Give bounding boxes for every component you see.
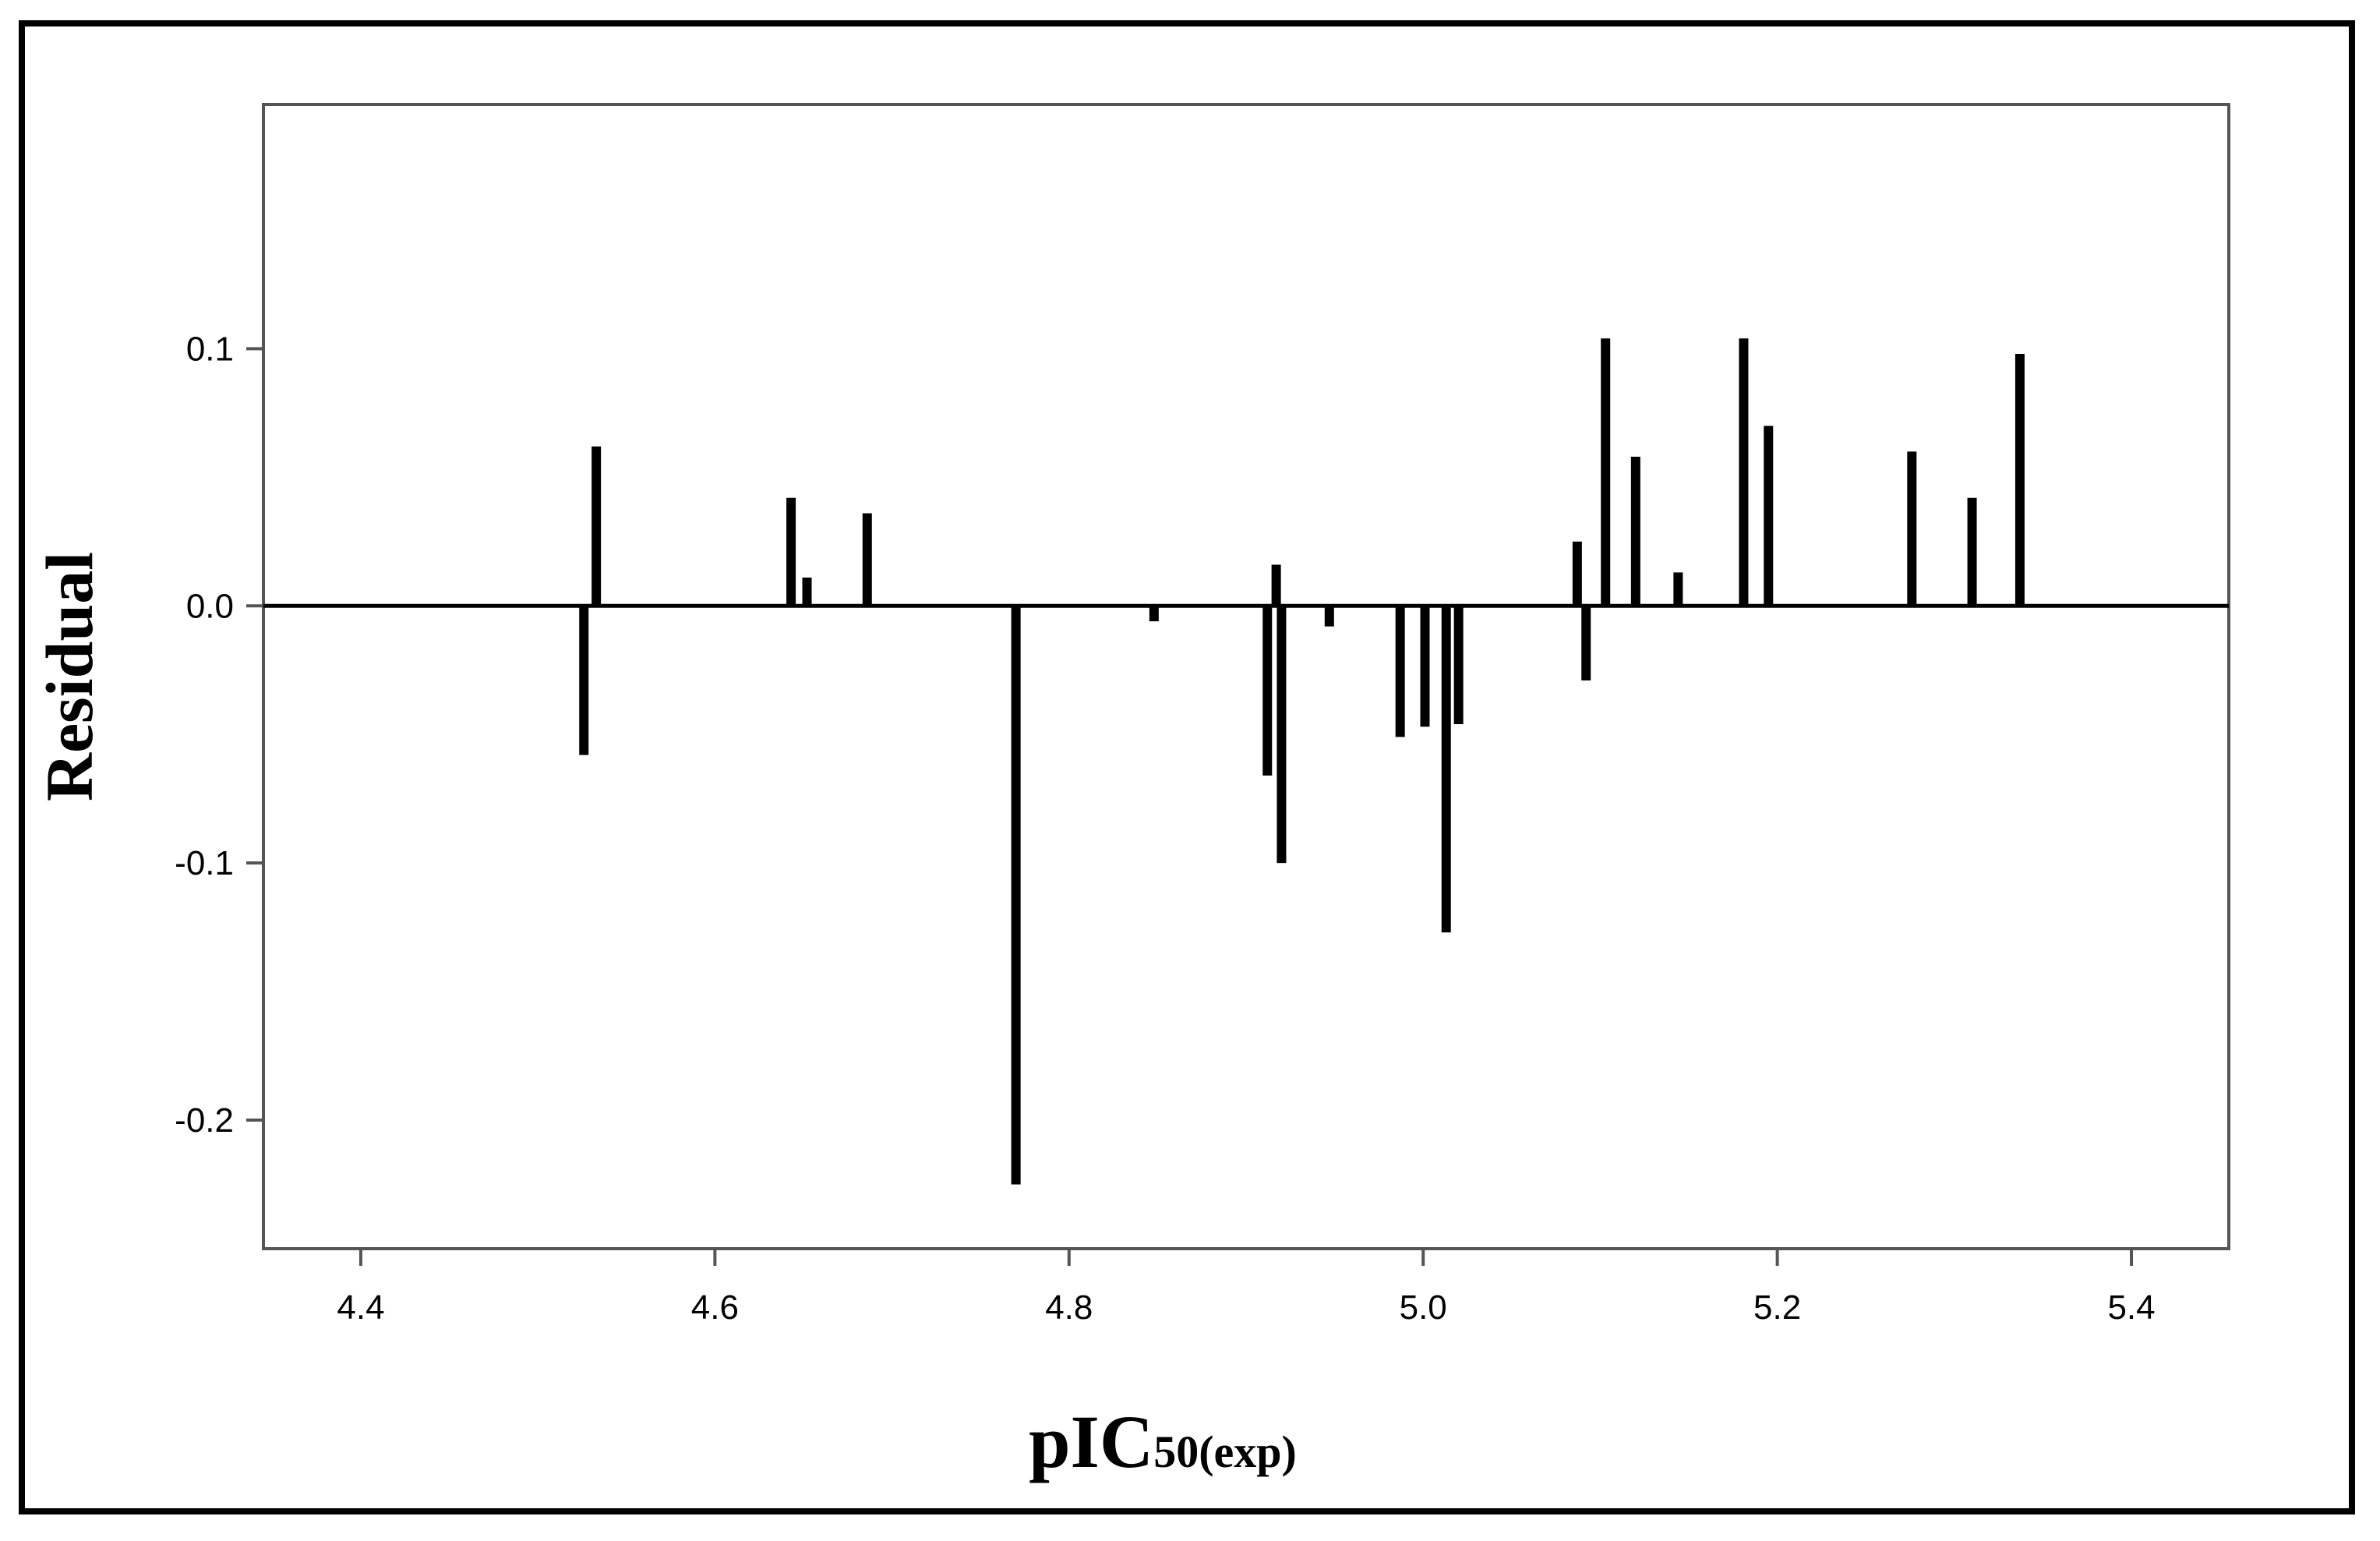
y-tick-label: 0.0	[186, 587, 234, 625]
residual-bar-19	[1630, 456, 1640, 606]
residual-bar-10	[1277, 606, 1287, 864]
residual-bar-9	[1271, 564, 1281, 606]
x-axis-title: pIC50(exp)	[1029, 1400, 1297, 1483]
x-tick-label: 5.4	[2107, 1288, 2155, 1327]
x-tick-label: 4.8	[1045, 1288, 1093, 1327]
x-axis-title-subscript: 50(exp)	[1153, 1426, 1297, 1477]
residual-bar-13	[1420, 606, 1430, 727]
x-tick-label: 5.2	[1753, 1288, 1801, 1327]
residual-bar-11	[1324, 606, 1334, 627]
residual-bar-23	[1907, 451, 1917, 606]
x-tick-label: 4.4	[337, 1288, 384, 1327]
residual-bar-17	[1581, 606, 1591, 680]
residual-bar-21	[1739, 338, 1749, 606]
x-axis-title-main: pIC	[1029, 1400, 1153, 1483]
residual-bar-24	[1967, 497, 1977, 606]
y-axis-ticks: 0.1 0.0 -0.1 -0.2	[175, 330, 263, 1140]
residual-bar-3	[786, 497, 796, 606]
x-tick-label: 4.6	[691, 1288, 739, 1327]
figure-frame	[19, 20, 2355, 1514]
residual-bar-25	[2015, 353, 2025, 606]
x-tick-label: 5.0	[1400, 1288, 1447, 1327]
y-tick-label: -0.2	[175, 1101, 234, 1140]
residual-bar-5	[862, 513, 872, 606]
plot-area-border	[262, 103, 2230, 1250]
residual-bars	[579, 338, 2025, 1185]
residual-bar-12	[1395, 606, 1405, 737]
residual-bar-6	[1011, 606, 1021, 1185]
residual-bar-8	[1262, 606, 1273, 776]
residual-bar-14	[1441, 606, 1451, 933]
y-axis-title: Residual	[32, 552, 107, 801]
residual-bar-15	[1453, 606, 1464, 725]
y-tick-label: -0.1	[175, 844, 234, 882]
x-axis-ticks: 4.4 4.6 4.8 5.0 5.2 5.4	[337, 1249, 2156, 1327]
residual-bar-22	[1764, 426, 1774, 606]
residual-bar-1	[579, 606, 589, 755]
residual-bar-4	[802, 577, 812, 606]
residual-bar-2	[591, 446, 602, 606]
residual-bar-7	[1149, 606, 1159, 622]
residual-bar-16	[1572, 541, 1582, 606]
residual-bar-18	[1601, 338, 1611, 606]
residual-bar-20	[1673, 572, 1683, 606]
y-tick-label: 0.1	[186, 330, 234, 368]
